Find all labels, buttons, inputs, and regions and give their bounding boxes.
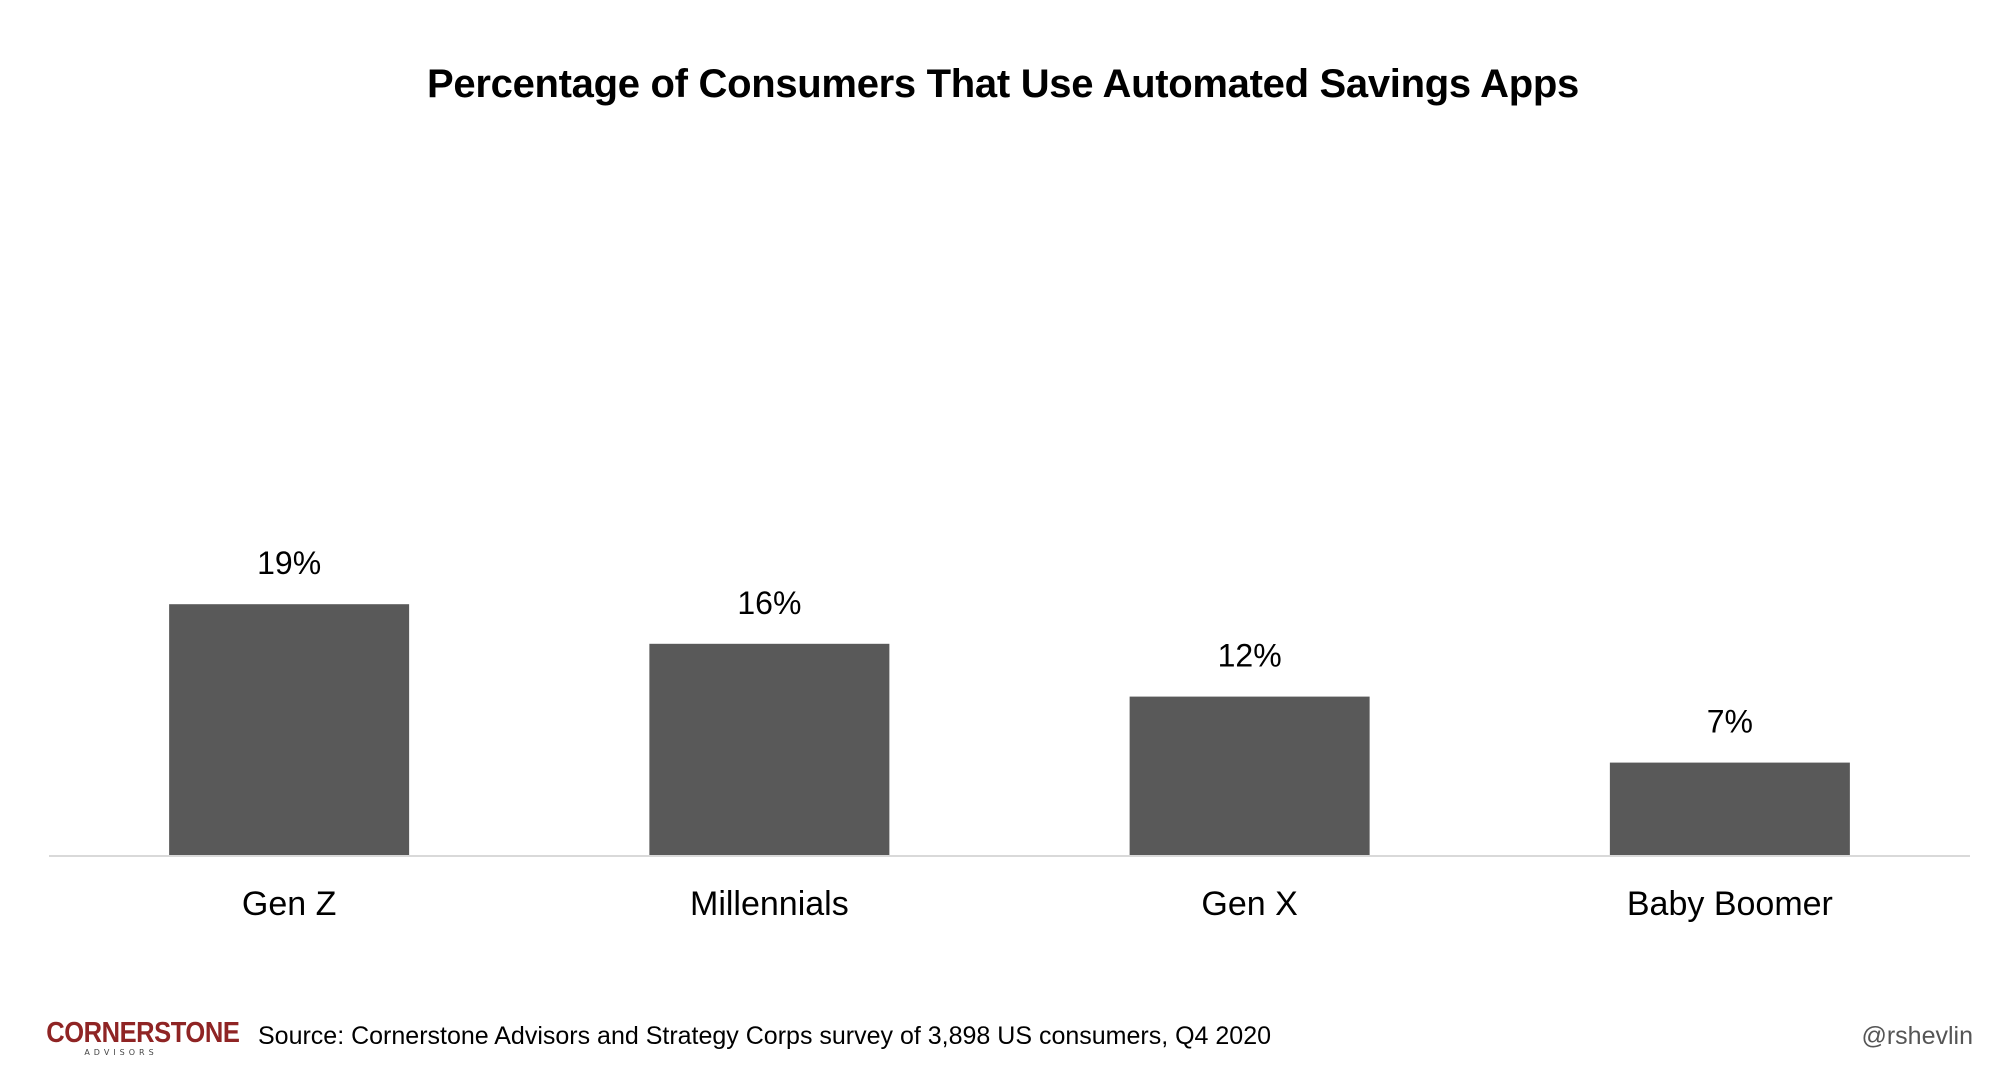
source-note: Source: Cornerstone Advisors and Strateg… <box>258 1022 1272 1050</box>
data-label: 19% <box>257 545 321 581</box>
author-handle: @rshevlin <box>1861 1022 1973 1050</box>
data-label: 16% <box>737 585 801 621</box>
bar-gen-x <box>1129 696 1370 855</box>
logo-main-text: CORNERSTONE <box>46 1017 240 1049</box>
logo-sub-text: ADVISORS <box>84 1048 158 1057</box>
bar-baby-boomer <box>1609 762 1850 855</box>
data-label: 7% <box>1707 704 1753 740</box>
x-tick-label: Millennials <box>690 885 849 923</box>
bar-chart: 19% Gen Z 16% Millennials 12% Gen X 7% Baby Boo… <box>49 545 1970 923</box>
x-tick-label: Gen Z <box>242 885 336 923</box>
x-tick-label: Baby Boomer <box>1627 885 1833 923</box>
chart-title: Percentage of Consumers That Use Automat… <box>427 62 1579 106</box>
cornerstone-logo: CORNERSTONE ADVISORS <box>36 1017 240 1058</box>
bar-gen-z <box>169 604 410 855</box>
bar-millennials <box>649 643 890 855</box>
data-label: 12% <box>1218 638 1282 674</box>
x-tick-label: Gen X <box>1201 885 1297 923</box>
